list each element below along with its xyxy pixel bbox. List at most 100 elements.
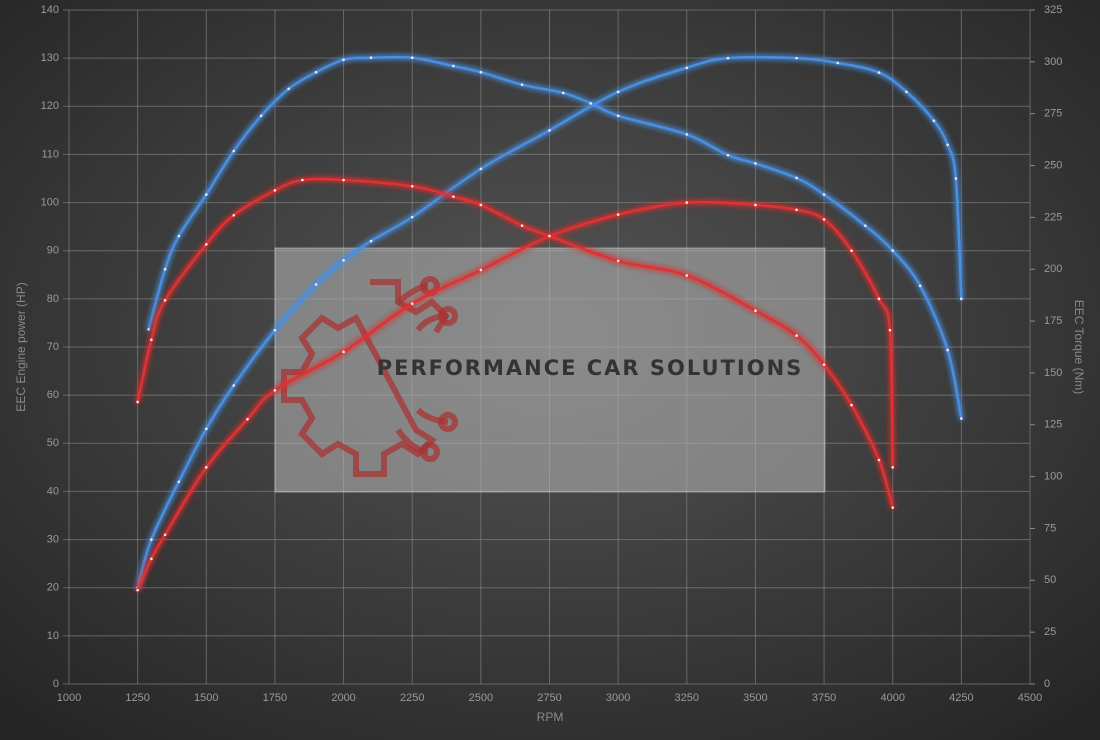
data-point (616, 213, 620, 216)
x-tick-label: 4500 (1018, 692, 1042, 704)
x-tick-label: 4250 (949, 692, 973, 704)
y-tick-label: 60 (47, 389, 59, 401)
data-point (877, 71, 881, 74)
data-point (150, 557, 153, 561)
y-tick-label: 110 (41, 148, 59, 160)
data-point (410, 56, 414, 59)
data-point (795, 56, 798, 60)
y-tick-label: 100 (41, 196, 59, 208)
x-tick-label: 3500 (743, 692, 767, 704)
x-tick-label: 1750 (263, 692, 287, 704)
data-point (754, 203, 757, 207)
y2-tick-label: 200 (1044, 263, 1062, 275)
data-point (877, 297, 881, 301)
data-point (410, 184, 414, 188)
data-point (163, 533, 167, 537)
data-point (932, 119, 936, 123)
y2-axis-title: EEC Torque (Nm) (1072, 300, 1086, 394)
data-point (822, 363, 826, 366)
data-point (369, 56, 373, 59)
y2-tick-label: 50 (1044, 574, 1056, 586)
x-tick-label: 1500 (194, 692, 218, 704)
data-point (204, 427, 208, 431)
data-point (150, 338, 153, 342)
y-tick-label: 50 (47, 437, 59, 449)
y-tick-label: 90 (47, 245, 59, 257)
y-tick-label: 10 (47, 630, 59, 642)
data-point (754, 162, 757, 165)
data-point (520, 83, 524, 86)
data-point (259, 114, 263, 118)
data-point (314, 70, 318, 74)
data-point (836, 61, 840, 65)
data-point (177, 480, 181, 484)
y-axis-title: EEC Engine power (HP) (14, 282, 28, 411)
data-point (918, 284, 922, 288)
x-tick-label: 2250 (400, 692, 424, 704)
y2-tick-label: 250 (1044, 159, 1062, 171)
data-point (685, 66, 689, 70)
data-point (177, 234, 181, 238)
y2-tick-label: 225 (1044, 211, 1062, 223)
y-tick-label: 30 (47, 533, 59, 545)
data-point (136, 400, 139, 404)
y2-tick-label: 0 (1044, 678, 1050, 690)
data-point (314, 283, 318, 286)
data-point (877, 458, 881, 462)
data-point (726, 56, 730, 60)
data-point (342, 58, 345, 62)
y2-tick-label: 25 (1044, 626, 1056, 638)
y2-tick-label: 325 (1044, 4, 1062, 16)
data-point (795, 208, 798, 212)
data-point (232, 214, 236, 217)
data-point (287, 87, 290, 91)
y-tick-label: 20 (47, 582, 59, 594)
data-point (342, 350, 345, 354)
data-point (204, 243, 208, 246)
data-point (905, 90, 908, 94)
data-point (232, 149, 236, 153)
data-point (685, 133, 689, 136)
data-point (273, 389, 277, 392)
data-point (369, 239, 373, 243)
x-tick-label: 3750 (812, 692, 836, 704)
data-point (891, 249, 895, 252)
data-point (822, 218, 826, 221)
data-point (479, 203, 483, 207)
data-point (410, 302, 414, 305)
y-tick-label: 80 (47, 293, 59, 305)
data-point (301, 178, 304, 182)
data-point (548, 129, 551, 132)
data-point (163, 267, 167, 271)
data-point (960, 297, 963, 301)
watermark: PERFORMANCE CAR SOLUTIONS (274, 247, 826, 493)
data-point (946, 348, 949, 352)
data-point (147, 328, 150, 331)
data-point (273, 189, 277, 192)
data-point (136, 588, 139, 592)
data-point (452, 195, 455, 198)
x-tick-label: 2750 (537, 692, 561, 704)
data-point (204, 466, 208, 469)
data-point (342, 178, 345, 182)
y-tick-label: 40 (47, 485, 59, 497)
series-line (147, 55, 963, 420)
data-point (479, 70, 483, 74)
data-point (891, 466, 895, 469)
data-point (822, 193, 826, 196)
data-point (960, 417, 963, 420)
data-point (891, 506, 895, 510)
grid: 1000 1250 1500 1750 2000 2250 2500 2750 3000 3250… (41, 4, 1063, 704)
data-point (685, 201, 689, 204)
y2-tick-label: 75 (1044, 522, 1056, 534)
x-axis-title: RPM (537, 710, 564, 724)
y2-tick-label: 175 (1044, 315, 1062, 327)
x-tick-label: 3000 (606, 692, 630, 704)
data-point (163, 299, 167, 302)
y2-tick-label: 275 (1044, 108, 1062, 120)
data-point (589, 102, 592, 105)
data-point (273, 328, 277, 332)
y-tick-label: 120 (41, 100, 59, 112)
data-point (561, 91, 565, 95)
